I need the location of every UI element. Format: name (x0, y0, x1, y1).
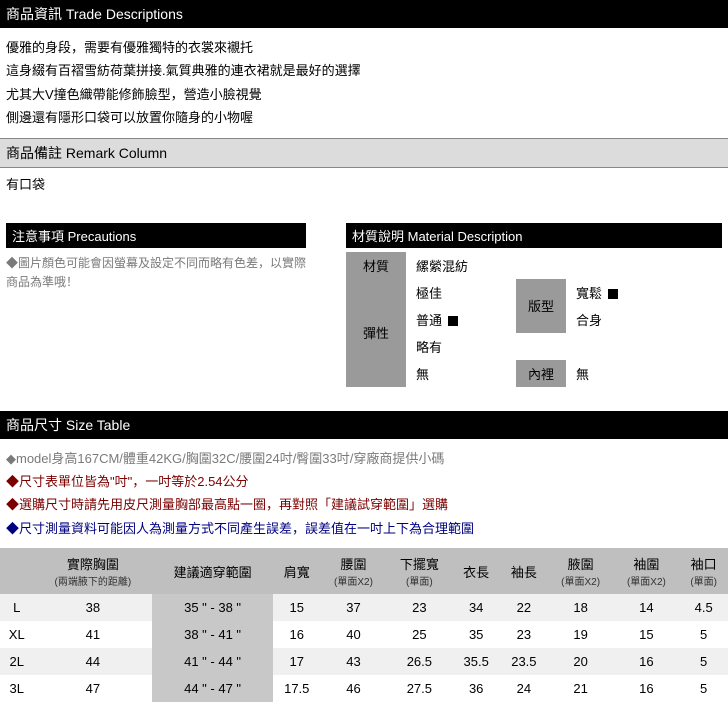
cell-hem: 25 (386, 621, 452, 648)
table-row: XL4138 " - 41 "164025352319155 (0, 621, 728, 648)
col-waist: 腰圍(單面X2) (321, 548, 387, 594)
cell-range: 41 " - 44 " (152, 648, 273, 675)
col-sleevecirc: 袖圍(單面X2) (614, 548, 680, 594)
cell-armhole: 21 (548, 675, 614, 702)
cell-sleeveCirc: 15 (614, 621, 680, 648)
cell-length: 35.5 (452, 648, 500, 675)
cell-sleeveCirc: 16 (614, 648, 680, 675)
lining-label: 內裡 (516, 360, 566, 387)
table-row: 2L4441 " - 44 "174326.535.523.520165 (0, 648, 728, 675)
cell-shoulder: 15 (273, 594, 321, 621)
cell-waist: 43 (321, 648, 387, 675)
size-table-header-row: 實際胸圍(兩端腋下的距離) 建議適穿範圍 肩寬 腰圍(單面X2) 下擺寬(單面)… (0, 548, 728, 594)
cell-range: 38 " - 41 " (152, 621, 273, 648)
cell-size: L (0, 594, 34, 621)
size-notes: ◆model身高167CM/體重42KG/胸圍32C/腰圍24吋/臀圍33吋/穿… (0, 439, 728, 549)
cell-bust: 38 (34, 594, 153, 621)
cell-size: 2L (0, 648, 34, 675)
col-shoulder: 肩寬 (273, 548, 321, 594)
precautions-text: ◆圖片顏色可能會因螢幕及設定不同而略有色差，以實際商品為準哦！ (6, 248, 306, 298)
size-note: ◆尺寸測量資料可能因人為測量方式不同產生誤差，誤差值在一吋上下為合理範圍 (6, 517, 722, 540)
desc-line: 這身綴有百褶雪紡荷葉拼接.氣質典雅的連衣裙就是最好的選擇 (6, 59, 722, 82)
cell-sleeveCirc: 16 (614, 675, 680, 702)
size-note: ◆選購尺寸時請先用皮尺測量胸部最高點一圈，再對照「建議試穿範圍」選購 (6, 493, 722, 516)
cell-hem: 26.5 (386, 648, 452, 675)
trade-desc-header: 商品資訊 Trade Descriptions (0, 0, 728, 28)
cell-length: 36 (452, 675, 500, 702)
cell-sleeveCirc: 14 (614, 594, 680, 621)
col-hem: 下擺寬(單面) (386, 548, 452, 594)
cell-size: 3L (0, 675, 34, 702)
elastic-normal: 普通 (406, 306, 496, 333)
col-bust: 實際胸圍(兩端腋下的距離) (34, 548, 153, 594)
table-row: 3L4744 " - 47 "17.54627.5362421165 (0, 675, 728, 702)
size-note: ◆model身高167CM/體重42KG/胸圍32C/腰圍24吋/臀圍33吋/穿… (6, 447, 722, 470)
cell-length: 35 (452, 621, 500, 648)
cell-hem: 27.5 (386, 675, 452, 702)
elastic-best: 極佳 (406, 279, 496, 306)
desc-line: 側邊還有隱形口袋可以放置你隨身的小物喔 (6, 106, 722, 129)
lining-value: 無 (566, 360, 636, 387)
material-table: 材質 縲縈混紡 彈性 極佳 版型 寬鬆 普通 合身 略有 (346, 252, 722, 387)
elastic-label: 彈性 (346, 279, 406, 387)
remark-body: 有口袋 (0, 168, 728, 199)
fit-fit: 合身 (566, 306, 636, 333)
check-icon (608, 289, 618, 299)
cell-cuff: 5 (679, 621, 728, 648)
material-label: 材質 (346, 252, 406, 279)
cell-range: 35 " - 38 " (152, 594, 273, 621)
size-table: 實際胸圍(兩端腋下的距離) 建議適穿範圍 肩寬 腰圍(單面X2) 下擺寬(單面)… (0, 548, 728, 702)
col-sleeve: 袖長 (500, 548, 548, 594)
material-header: 材質說明 Material Description (346, 223, 722, 248)
cell-range: 44 " - 47 " (152, 675, 273, 702)
elastic-slight: 略有 (406, 333, 496, 360)
cell-hem: 23 (386, 594, 452, 621)
col-size (0, 548, 34, 594)
cell-armhole: 20 (548, 648, 614, 675)
material-value: 縲縈混紡 (406, 252, 722, 279)
col-length: 衣長 (452, 548, 500, 594)
cell-cuff: 5 (679, 675, 728, 702)
precautions-header: 注意事項 Precautions (6, 223, 306, 248)
col-armhole: 腋圍(單面X2) (548, 548, 614, 594)
fit-label: 版型 (516, 279, 566, 333)
elastic-none: 無 (406, 360, 496, 387)
remark-header: 商品備註 Remark Column (0, 139, 728, 168)
fit-loose: 寬鬆 (566, 279, 636, 306)
cell-length: 34 (452, 594, 500, 621)
desc-line: 尤其大V撞色織帶能修飾臉型，營造小臉視覺 (6, 83, 722, 106)
cell-waist: 37 (321, 594, 387, 621)
cell-sleeve: 24 (500, 675, 548, 702)
cell-bust: 47 (34, 675, 153, 702)
cell-waist: 46 (321, 675, 387, 702)
cell-cuff: 4.5 (679, 594, 728, 621)
col-cuff: 袖口(單面) (679, 548, 728, 594)
trade-desc-body: 優雅的身段，需要有優雅獨特的衣裳來襯托 這身綴有百褶雪紡荷葉拼接.氣質典雅的連衣… (0, 28, 728, 139)
size-header: 商品尺寸 Size Table (0, 411, 728, 439)
cell-cuff: 5 (679, 648, 728, 675)
cell-sleeve: 22 (500, 594, 548, 621)
cell-bust: 44 (34, 648, 153, 675)
cell-sleeve: 23.5 (500, 648, 548, 675)
size-note: ◆尺寸表單位皆為"吋"，一吋等於2.54公分 (6, 470, 722, 493)
cell-armhole: 18 (548, 594, 614, 621)
cell-shoulder: 17 (273, 648, 321, 675)
table-row: L3835 " - 38 "153723342218144.5 (0, 594, 728, 621)
cell-waist: 40 (321, 621, 387, 648)
cell-bust: 41 (34, 621, 153, 648)
col-range: 建議適穿範圍 (152, 548, 273, 594)
check-icon (448, 316, 458, 326)
cell-shoulder: 17.5 (273, 675, 321, 702)
cell-sleeve: 23 (500, 621, 548, 648)
cell-size: XL (0, 621, 34, 648)
desc-line: 優雅的身段，需要有優雅獨特的衣裳來襯托 (6, 36, 722, 59)
cell-armhole: 19 (548, 621, 614, 648)
cell-shoulder: 16 (273, 621, 321, 648)
